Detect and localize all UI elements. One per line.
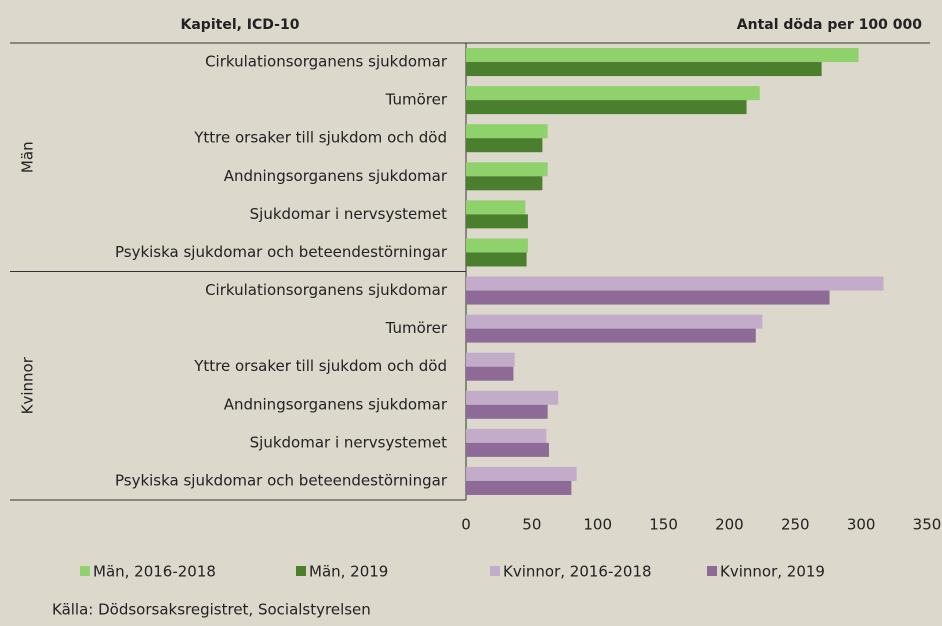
x-tick-label: 350 <box>913 516 942 534</box>
bar <box>466 480 572 495</box>
y-tick-label: Psykiska sjukdomar och beteendestörninga… <box>115 243 448 261</box>
y-tick-label: Tumörer <box>385 319 448 337</box>
y-tick-label: Cirkulationsorganens sjukdomar <box>205 281 448 299</box>
bar <box>466 124 548 139</box>
group-label: Män <box>19 141 37 173</box>
legend-swatch <box>80 566 90 576</box>
bar <box>466 62 822 77</box>
x-tick-label: 250 <box>781 516 810 534</box>
legend-label: Kvinnor, 2016-2018 <box>503 563 652 581</box>
legend-label: Kvinnor, 2019 <box>720 563 825 581</box>
value-header: Antal döda per 100 000 <box>737 17 922 33</box>
bar <box>466 200 526 215</box>
bar <box>466 176 543 191</box>
x-tick-label: 100 <box>583 516 612 534</box>
group-label: Kvinnor <box>19 356 37 414</box>
bar <box>466 466 577 481</box>
legend-label: Män, 2019 <box>309 563 388 581</box>
y-tick-label: Sjukdomar i nervsystemet <box>250 433 447 451</box>
bar <box>466 86 760 101</box>
source: Källa: Dödsorsaksregistret, Socialstyrel… <box>52 601 371 619</box>
bar <box>466 442 549 457</box>
bar <box>466 390 559 405</box>
y-tick-label: Yttre orsaker till sjukdom och död <box>193 129 447 147</box>
bar <box>466 352 515 367</box>
y-tick-label: Tumörer <box>385 91 448 109</box>
bar <box>466 328 756 343</box>
bar <box>466 100 747 115</box>
bar <box>466 238 528 253</box>
y-tick-label: Psykiska sjukdomar och beteendestörninga… <box>115 471 448 489</box>
y-tick-label: Andningsorganens sjukdomar <box>224 167 448 185</box>
bar <box>466 404 548 419</box>
bar <box>466 276 884 291</box>
y-tick-label: Andningsorganens sjukdomar <box>224 395 448 413</box>
x-tick-label: 300 <box>847 516 876 534</box>
bar <box>466 162 548 177</box>
y-tick-label: Sjukdomar i nervsystemet <box>250 205 447 223</box>
bar <box>466 138 543 153</box>
x-tick-label: 50 <box>522 516 541 534</box>
x-tick-label: 0 <box>461 516 471 534</box>
bar <box>466 314 763 329</box>
x-tick-label: 200 <box>715 516 744 534</box>
legend-label: Män, 2016-2018 <box>93 563 216 581</box>
legend-swatch <box>490 566 500 576</box>
legend-swatch <box>296 566 306 576</box>
bar <box>466 428 547 443</box>
category-header: Kapitel, ICD-10 <box>181 17 300 33</box>
legend-swatch <box>707 566 717 576</box>
x-tick-label: 150 <box>649 516 678 534</box>
bar <box>466 252 527 267</box>
bar <box>466 214 528 229</box>
y-tick-label: Yttre orsaker till sjukdom och död <box>193 357 447 375</box>
bar <box>466 366 514 381</box>
bar <box>466 290 830 305</box>
y-tick-label: Cirkulationsorganens sjukdomar <box>205 53 448 71</box>
bar <box>466 48 859 63</box>
